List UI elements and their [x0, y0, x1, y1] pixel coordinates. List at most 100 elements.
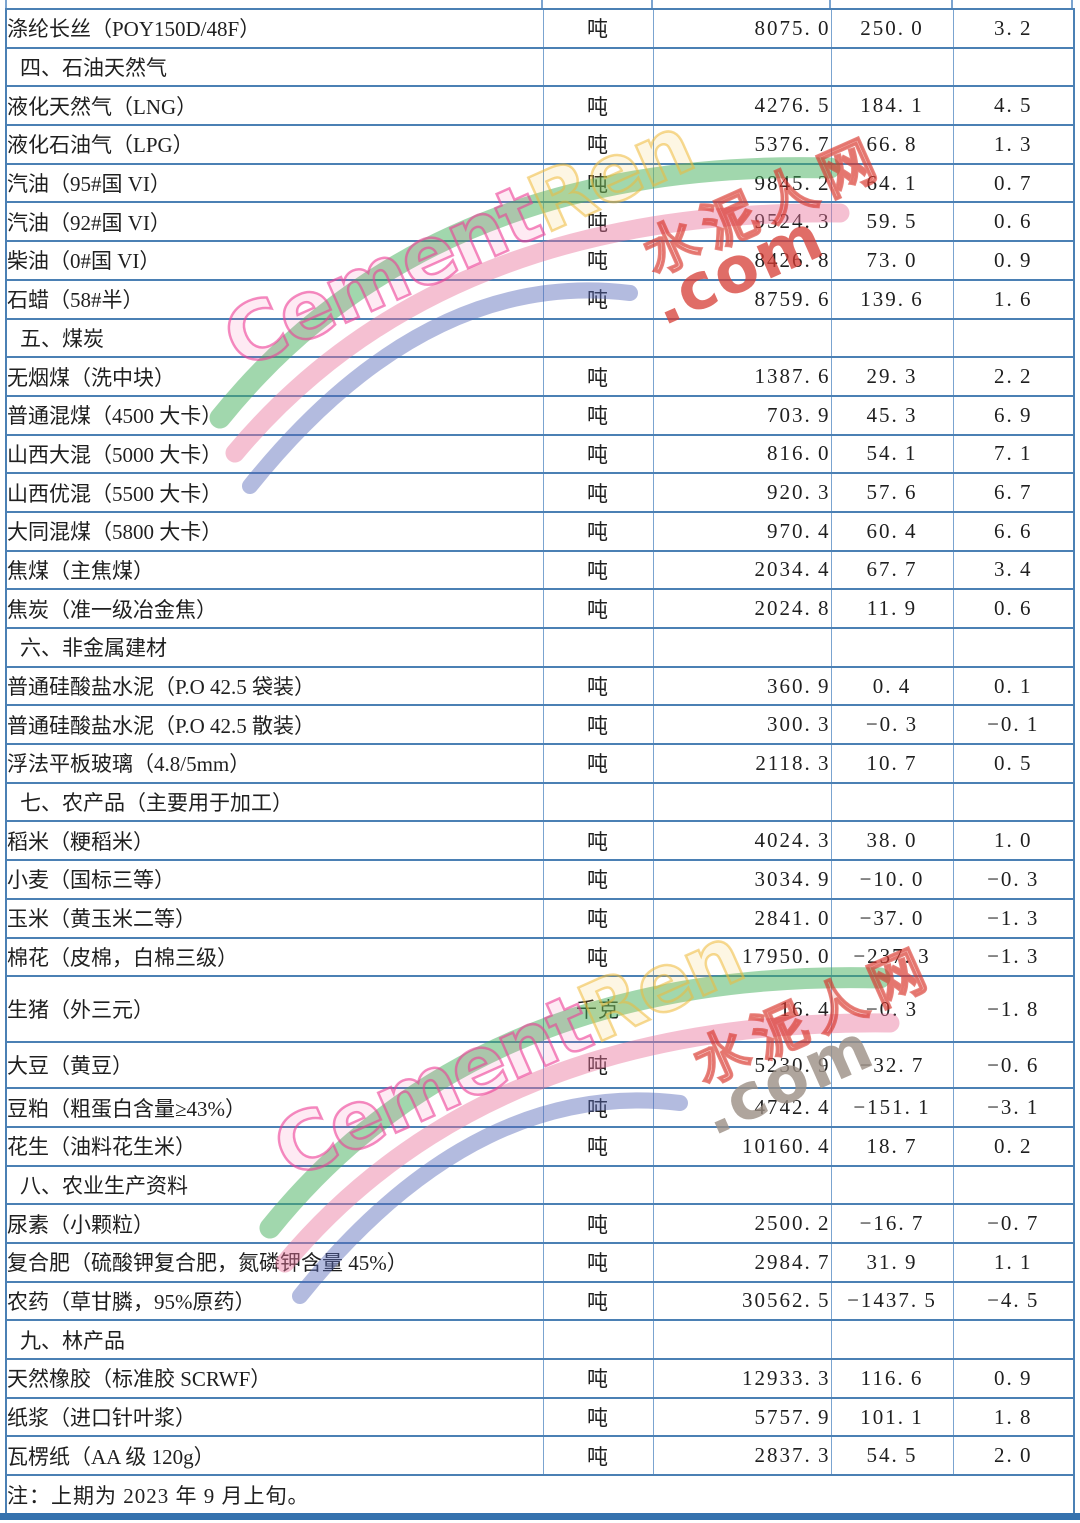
product-row: 无烟煤（洗中块）吨 1387. 6 29. 3 2. 2	[5, 356, 1075, 397]
pct-change-cell	[952, 46, 1075, 88]
unit-cell: 吨	[542, 472, 654, 513]
pct-change-cell: 1. 1	[952, 1241, 1075, 1283]
change-cell: −1437. 5	[830, 1280, 954, 1322]
price-cell: 8759. 6	[652, 278, 832, 320]
change-cell: −16. 7	[830, 1203, 954, 1244]
unit-cell	[542, 627, 654, 668]
pct-change-cell: 6. 9	[952, 394, 1075, 436]
change-cell: 18. 7	[830, 1125, 954, 1167]
product-name-cell: 山西优混（5500 大卡）	[5, 472, 544, 513]
price-cell: 9845. 2	[652, 162, 832, 204]
product-row: 稻米（粳稻米）吨 4024. 3 38. 0 1. 0	[5, 820, 1075, 862]
unit-cell: 吨	[542, 1125, 654, 1167]
unit-cell	[542, 46, 654, 88]
unit-cell: 吨	[542, 1203, 654, 1244]
column-line-stub	[651, 0, 653, 8]
price-cell: 816. 0	[652, 433, 832, 475]
product-row: 山西大混（5000 大卡）吨 816. 0 54. 1 7. 1	[5, 433, 1075, 475]
unit-cell: 吨	[542, 859, 654, 900]
unit-cell: 吨	[542, 1358, 654, 1399]
product-row: 棉花（皮棉，白棉三级）吨 17950. 0 −237. 3 −1. 3	[5, 936, 1075, 978]
column-line-stub	[541, 0, 543, 8]
product-row: 生猪（外三元） 千克 16. 4 −0. 3 −1. 8	[5, 975, 1075, 1044]
product-row: 山西优混（5500 大卡）吨 920. 3 57. 6 6. 7	[5, 472, 1075, 513]
price-cell: 5757. 9	[652, 1396, 832, 1438]
product-name-cell: 豆粕（粗蛋白含量≥43%）	[5, 1087, 544, 1128]
product-name-cell: 焦煤（主焦煤）	[5, 549, 544, 591]
price-cell: 300. 3	[652, 704, 832, 746]
unit-cell: 千克	[542, 975, 654, 1044]
product-row: 涤纶长丝（POY150D/48F）吨 8075. 0 250. 0 3. 2	[5, 8, 1075, 49]
product-name-cell: 花生（油料花生米）	[5, 1125, 544, 1167]
change-cell: 101. 1	[830, 1396, 954, 1438]
product-name-cell: 尿素（小颗粒）	[5, 1203, 544, 1244]
product-name-cell: 稻米（粳稻米）	[5, 820, 544, 862]
product-name-cell: 涤纶长丝（POY150D/48F）	[5, 8, 544, 49]
section-row: 九、林产品	[5, 1319, 1075, 1360]
pct-change-cell: 0. 6	[952, 201, 1075, 243]
price-cell: 360. 9	[652, 665, 832, 707]
change-cell	[830, 781, 954, 823]
change-cell: 59. 5	[830, 201, 954, 243]
product-row: 液化天然气（LNG）吨 4276. 5 184. 1 4. 5	[5, 85, 1075, 127]
unit-cell: 吨	[542, 1041, 654, 1090]
product-name-cell: 天然橡胶（标准胶 SCRWF）	[5, 1358, 544, 1399]
change-cell: 250. 0	[830, 8, 954, 49]
product-name-cell: 四、石油天然气	[5, 46, 544, 88]
pct-change-cell: 6. 6	[952, 510, 1075, 552]
pct-change-cell: 0. 6	[952, 588, 1075, 629]
price-cell: 4276. 5	[652, 85, 832, 127]
change-cell: −32. 7	[830, 1041, 954, 1090]
pct-change-cell: 0. 1	[952, 665, 1075, 707]
unit-cell: 吨	[542, 665, 654, 707]
unit-cell: 吨	[542, 433, 654, 475]
price-cell: 703. 9	[652, 394, 832, 436]
pct-change-cell: −0. 1	[952, 704, 1075, 746]
unit-cell: 吨	[542, 1396, 654, 1438]
price-cell: 2841. 0	[652, 897, 832, 939]
price-cell	[652, 781, 832, 823]
price-cell: 2500. 2	[652, 1203, 832, 1244]
change-cell: 38. 0	[830, 820, 954, 862]
pct-change-cell: −4. 5	[952, 1280, 1075, 1322]
product-row: 纸浆（进口针叶浆）吨 5757. 9 101. 1 1. 8	[5, 1396, 1075, 1438]
pct-change-cell: 2. 0	[952, 1435, 1075, 1477]
price-cell	[652, 46, 832, 88]
change-cell: 60. 4	[830, 510, 954, 552]
product-name-cell: 汽油（95#国 VI）	[5, 162, 544, 204]
pct-change-cell: 1. 8	[952, 1396, 1075, 1438]
product-name-cell: 七、农产品（主要用于加工）	[5, 781, 544, 823]
unit-cell: 吨	[542, 1241, 654, 1283]
price-cell: 9524. 3	[652, 201, 832, 243]
section-row: 六、非金属建材	[5, 627, 1075, 668]
product-row: 大同混煤（5800 大卡）吨 970. 4 60. 4 6. 6	[5, 510, 1075, 552]
change-cell: −10. 0	[830, 859, 954, 900]
change-cell	[830, 1164, 954, 1206]
change-cell	[830, 627, 954, 668]
product-row: 液化石油气（LPG）吨 5376. 7 66. 8 1. 3	[5, 124, 1075, 165]
price-cell: 3034. 9	[652, 859, 832, 900]
product-row: 玉米（黄玉米二等）吨 2841. 0 −37. 0 −1. 3	[5, 897, 1075, 939]
pct-change-cell: −1. 3	[952, 936, 1075, 978]
product-row: 尿素（小颗粒）吨 2500. 2 −16. 7 −0. 7	[5, 1203, 1075, 1244]
footnote-text: 注：上期为 2023 年 9 月上旬。	[5, 1474, 1075, 1517]
change-cell	[830, 46, 954, 88]
section-row: 五、煤炭	[5, 317, 1075, 359]
commodity-price-table-wrap: 涤纶长丝（POY150D/48F）吨 8075. 0 250. 0 3. 2 四、石油天…	[5, 8, 1075, 1517]
price-cell	[652, 1164, 832, 1206]
change-cell: 116. 6	[830, 1358, 954, 1399]
change-cell: 184. 1	[830, 85, 954, 127]
change-cell: 139. 6	[830, 278, 954, 320]
price-cell: 920. 3	[652, 472, 832, 513]
product-name-cell: 八、农业生产资料	[5, 1164, 544, 1206]
pct-change-cell	[952, 1164, 1075, 1206]
pct-change-cell: 0. 9	[952, 1358, 1075, 1399]
price-table-body: 涤纶长丝（POY150D/48F）吨 8075. 0 250. 0 3. 2 四、石油天…	[5, 8, 1075, 1477]
product-name-cell: 浮法平板玻璃（4.8/5mm）	[5, 743, 544, 784]
product-row: 普通硅酸盐水泥（P.O 42.5 散装）吨 300. 3 −0. 3 −0. 1	[5, 704, 1075, 746]
pct-change-cell: 7. 1	[952, 433, 1075, 475]
product-row: 焦炭（准一级冶金焦）吨 2024. 8 11. 9 0. 6	[5, 588, 1075, 629]
product-name-cell: 汽油（92#国 VI）	[5, 201, 544, 243]
section-row: 四、石油天然气	[5, 46, 1075, 88]
product-row: 焦煤（主焦煤）吨 2034. 4 67. 7 3. 4	[5, 549, 1075, 591]
